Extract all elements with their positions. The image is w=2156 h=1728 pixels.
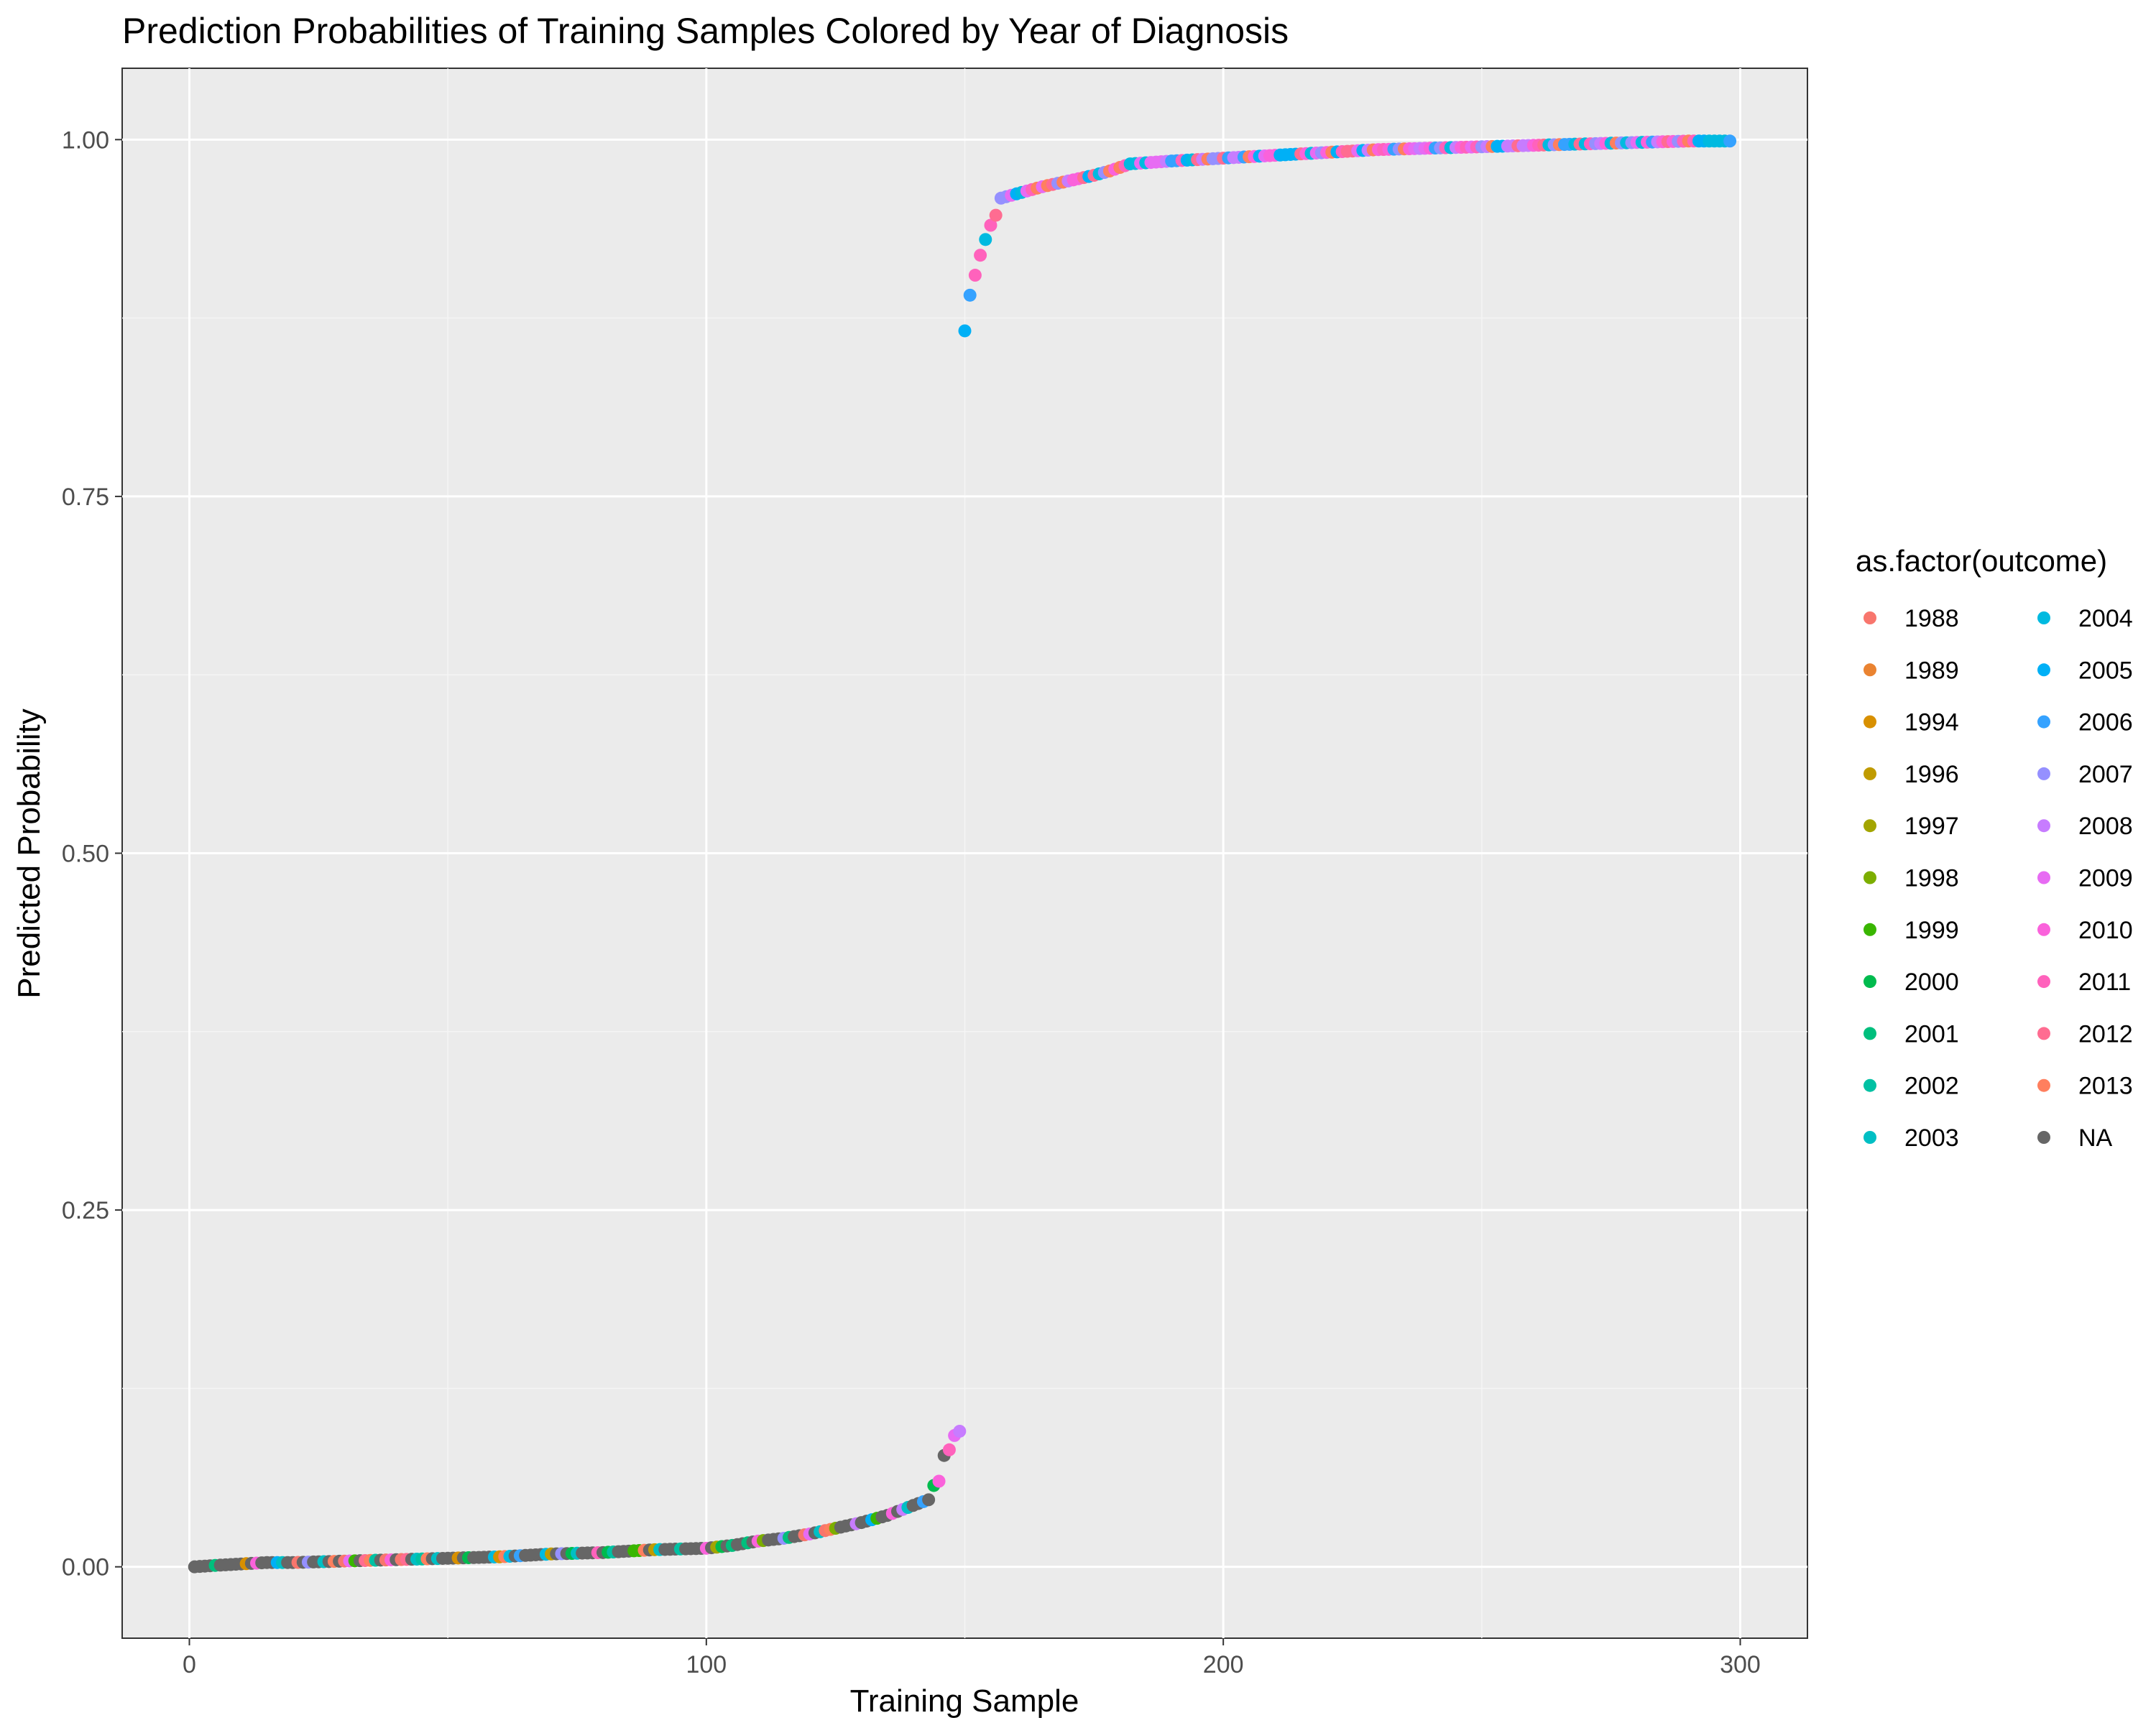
- legend-item-label: 2000: [1904, 969, 1959, 996]
- legend-item-label: 2001: [1904, 1020, 1959, 1048]
- legend-key-dot: [2037, 611, 2050, 624]
- legend-key-dot: [2037, 819, 2050, 833]
- legend-key-dot: [1864, 1131, 1876, 1144]
- legend-key-dot: [2037, 767, 2050, 780]
- legend-key-dot: [1864, 1078, 1876, 1092]
- legend-item-label: 2003: [1904, 1124, 1959, 1152]
- legend-item-label: 2013: [2078, 1073, 2133, 1100]
- legend-key-dot: [2037, 1131, 2050, 1144]
- legend-item-label: 1989: [1904, 657, 1959, 684]
- data-point: [989, 208, 1003, 222]
- y-tick-label: 0.50: [62, 841, 109, 868]
- x-tick-label: 300: [1720, 1651, 1761, 1678]
- data-point: [932, 1474, 946, 1488]
- x-tick-label: 200: [1203, 1651, 1244, 1678]
- y-tick-label: 0.75: [62, 484, 109, 511]
- y-axis-label: Predicted Probability: [11, 708, 47, 999]
- x-tick-label: 0: [183, 1651, 196, 1678]
- legend-key-dot: [2037, 663, 2050, 677]
- x-axis-ticks: 0 100 200 300: [183, 1638, 1761, 1678]
- legend-item-label: 2005: [2078, 657, 2133, 684]
- y-tick-label: 0.00: [62, 1554, 109, 1581]
- legend-item-label: 2007: [2078, 761, 2133, 788]
- legend-key-dot: [2037, 715, 2050, 729]
- legend-item-label: 2008: [2078, 813, 2133, 840]
- legend-key-dot: [2037, 1027, 2050, 1040]
- y-tick-label: 1.00: [62, 126, 109, 154]
- legend-key-dot: [2037, 1078, 2050, 1092]
- legend-item-label: NA: [2078, 1124, 2113, 1152]
- legend-item-label: 1998: [1904, 865, 1959, 892]
- legend-item-label: 2004: [2078, 605, 2133, 632]
- data-point: [984, 218, 998, 232]
- x-axis-label: Training Sample: [850, 1683, 1079, 1719]
- legend-item-label: 2010: [2078, 917, 2133, 944]
- data-point: [942, 1443, 956, 1456]
- data-point: [1723, 134, 1737, 148]
- data-point: [922, 1493, 936, 1507]
- legend-item-label: 2009: [2078, 865, 2133, 892]
- y-axis-ticks: 0.00 0.25 0.50 0.75 1.00: [62, 126, 122, 1581]
- legend-key-dot: [2037, 975, 2050, 989]
- legend-key-dot: [1864, 611, 1876, 624]
- data-point: [963, 288, 977, 302]
- data-point: [958, 324, 972, 338]
- chart-title: Prediction Probabilities of Training Sam…: [122, 11, 1289, 51]
- legend-key-dot: [1864, 871, 1876, 884]
- legend-item-label: 1997: [1904, 813, 1959, 840]
- legend-item-label: 1996: [1904, 761, 1959, 788]
- legend-item-label: 1994: [1904, 709, 1959, 736]
- data-point: [974, 249, 987, 262]
- legend-key-dot: [1864, 819, 1876, 833]
- legend-item-label: 2011: [2078, 969, 2131, 996]
- legend-item-label: 1988: [1904, 605, 1959, 632]
- legend-key-dot: [1864, 715, 1876, 729]
- legend-item-label: 2006: [2078, 709, 2133, 736]
- legend-key-dot: [1864, 1027, 1876, 1040]
- legend-key-dot: [2037, 923, 2050, 936]
- data-points: [188, 134, 1737, 1574]
- legend-key-dot: [1864, 923, 1876, 936]
- data-point: [979, 233, 992, 246]
- legend: as.factor(outcome) 1988 1989 1994 1996 1997 1…: [1856, 544, 2133, 1152]
- data-point: [968, 269, 982, 282]
- legend-item-label: 2012: [2078, 1020, 2133, 1048]
- y-tick-label: 0.25: [62, 1197, 109, 1224]
- legend-key-dot: [2037, 871, 2050, 884]
- legend-key-dot: [1864, 975, 1876, 989]
- legend-item-label: 1999: [1904, 917, 1959, 944]
- data-point: [953, 1424, 967, 1438]
- legend-key-dot: [1864, 767, 1876, 780]
- legend-item-label: 2002: [1904, 1073, 1959, 1100]
- legend-title: as.factor(outcome): [1856, 544, 2107, 578]
- grid-lines: [122, 68, 1807, 1638]
- legend-key-dot: [1864, 663, 1876, 677]
- x-tick-label: 100: [686, 1651, 727, 1678]
